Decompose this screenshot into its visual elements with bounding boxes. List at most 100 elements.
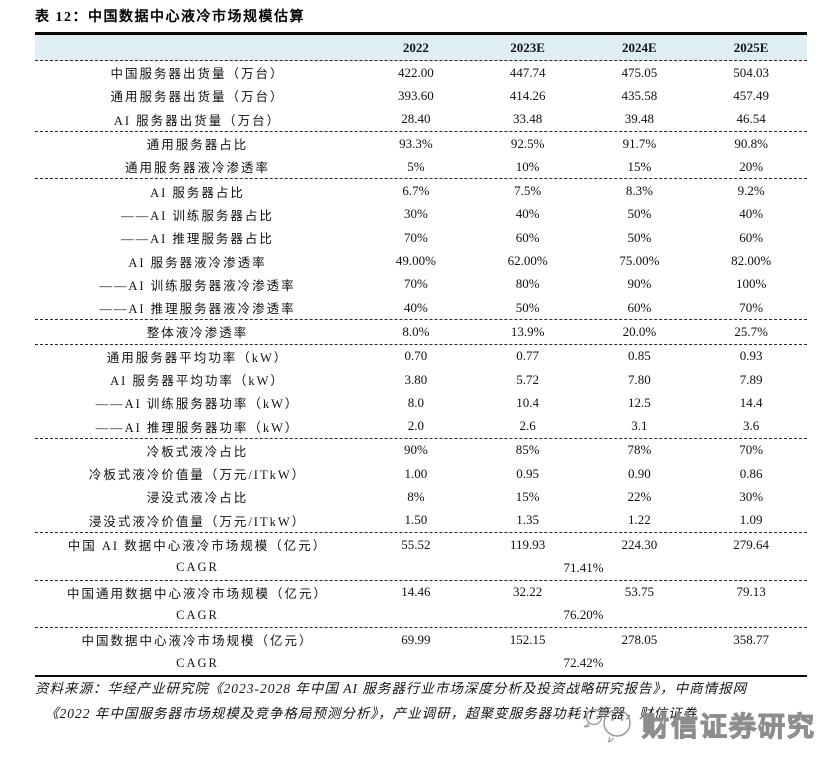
- cell-value: 0.85: [628, 348, 651, 364]
- row-label: 通用服务器出货量（万台）: [110, 90, 285, 105]
- cell-value: 60%: [627, 299, 652, 315]
- cell-value: 7.89: [739, 371, 763, 387]
- cell-value: 60%: [515, 229, 540, 245]
- cell-value: 1.09: [739, 512, 763, 528]
- cell-value: 50%: [627, 229, 652, 245]
- row-label: 中国 AI 数据中心液冷市场规模（亿元）: [67, 539, 328, 554]
- table-row: 中国服务器出货量（万台） 422.00 447.74 475.05 504.03: [35, 61, 807, 84]
- cell-value: 0.95: [516, 465, 539, 481]
- cell-value: 1.35: [516, 512, 539, 528]
- cell-value: 90.8%: [734, 135, 768, 151]
- cell-value: 1.50: [404, 512, 428, 528]
- cell-value: 0.70: [404, 348, 428, 364]
- watermark-text: 财信证券研究: [641, 711, 816, 742]
- cell-value: 15%: [515, 488, 540, 504]
- cell-value: 14.4: [739, 394, 763, 410]
- liquid-cooling-table: 2022 2023E 2024E 2025E 中国服务器出货量（万台） 422.0…: [35, 32, 807, 677]
- cell-value: 40%: [403, 299, 428, 315]
- table-section: 冷板式液冷占比 90% 85% 78% 70% 冷板式液冷价值量（万元/ITkW） 1.00…: [35, 439, 807, 533]
- cell-value: 85%: [515, 442, 540, 458]
- table-section: AI 服务器占比 6.7% 7.5% 8.3% 9.2% ——AI 训练服务器占比 30% 4…: [35, 179, 807, 321]
- table-row: 通用服务器平均功率（kW） 0.70 0.77 0.85 0.93: [35, 345, 807, 368]
- cell-value: 79.13: [736, 584, 766, 600]
- row-label: ——AI 推理服务器液冷渗透率: [99, 302, 296, 317]
- cell-value: 33.48: [513, 111, 543, 127]
- table-row: ——AI 训练服务器液冷渗透率 70% 80% 90% 100%: [35, 273, 807, 296]
- row-label: 冷板式液冷价值量（万元/ITkW）: [88, 468, 307, 483]
- cell-value: 435.58: [621, 87, 658, 103]
- cell-value: 119.93: [509, 536, 546, 552]
- table-row: 通用服务器占比 93.3% 92.5% 91.7% 90.8%: [35, 132, 807, 155]
- cell-value: 10.4: [516, 394, 539, 410]
- row-label: ——AI 推理服务器功率（kW）: [95, 420, 300, 435]
- row-label: 中国通用数据中心液冷市场规模（亿元）: [66, 586, 328, 601]
- cell-value: 8.0: [407, 394, 424, 410]
- cell-value: 152.15: [509, 631, 546, 647]
- row-label: AI 服务器液冷渗透率: [128, 255, 267, 270]
- cell-value: 6.7%: [402, 183, 430, 199]
- cell-value: 9.2%: [737, 183, 765, 199]
- cell-value: 40%: [739, 206, 764, 222]
- table-row: 冷板式液冷价值量（万元/ITkW） 1.00 0.95 0.90 0.86: [35, 462, 807, 485]
- cell-value: 20.0%: [622, 323, 657, 339]
- table-row: AI 服务器出货量（万台） 28.40 33.48 39.48 46.54: [35, 108, 807, 131]
- cell-value: 2.0: [407, 418, 424, 434]
- cell-value: 422.00: [398, 64, 434, 80]
- cell-value: 78%: [627, 442, 652, 458]
- row-label: 浸没式液冷价值量（万元/ITkW）: [88, 514, 307, 529]
- table-row: ——AI 推理服务器液冷渗透率 40% 50% 60% 70%: [35, 296, 807, 319]
- cell-value: 1.00: [404, 465, 428, 481]
- cell-value: 224.30: [621, 536, 658, 552]
- cagr-value: 71.41%: [563, 559, 604, 575]
- page-title: 表 12：中国数据中心液冷市场规模估算: [35, 10, 305, 25]
- header-year-2022: 2022: [402, 39, 429, 55]
- cell-value: 10%: [515, 158, 540, 174]
- cell-value: 82.00%: [731, 253, 772, 269]
- cell-value: 22%: [627, 488, 652, 504]
- table-row: ——AI 训练服务器占比 30% 40% 50% 40%: [35, 203, 807, 226]
- cell-value: 15%: [627, 158, 652, 174]
- cell-value: 46.54: [736, 111, 766, 127]
- cell-value: 414.26: [509, 87, 546, 103]
- cell-value: 2.6: [519, 418, 536, 434]
- cell-value: 30%: [403, 206, 428, 222]
- cell-value: 70%: [739, 442, 764, 458]
- row-label: 通用服务器液冷渗透率: [124, 161, 270, 176]
- cell-value: 20%: [739, 158, 764, 174]
- row-label: ——AI 训练服务器功率（kW）: [95, 397, 300, 412]
- row-label: 整体液冷渗透率: [146, 326, 249, 341]
- cell-value: 457.49: [733, 87, 769, 103]
- wechat-icon: [583, 708, 631, 743]
- table-row: AI 服务器占比 6.7% 7.5% 8.3% 9.2%: [35, 179, 807, 202]
- cell-value: 7.80: [628, 371, 651, 387]
- table-row: AI 服务器液冷渗透率 49.00% 62.00% 75.00% 82.00%: [35, 249, 807, 272]
- cell-value: 0.86: [739, 465, 763, 481]
- cell-value: 30%: [739, 488, 764, 504]
- table-row: 浸没式液冷价值量（万元/ITkW） 1.50 1.35 1.22 1.09: [35, 509, 807, 532]
- cell-value: 279.64: [733, 536, 769, 552]
- table-row: CAGR 71.41%: [35, 556, 807, 579]
- table-row: CAGR 76.20%: [35, 604, 807, 627]
- cell-value: 75.00%: [619, 253, 660, 269]
- cell-value: 69.99: [401, 631, 431, 647]
- table-row: 浸没式液冷占比 8% 15% 22% 30%: [35, 485, 807, 508]
- table-row: ——AI 训练服务器功率（kW） 8.0 10.4 12.5 14.4: [35, 391, 807, 414]
- table-row: 通用服务器液冷渗透率 5% 10% 15% 20%: [35, 155, 807, 178]
- cell-value: 90%: [403, 442, 428, 458]
- cell-value: 50%: [627, 206, 652, 222]
- table-row: 通用服务器出货量（万台） 393.60 414.26 435.58 457.49: [35, 84, 807, 107]
- cell-value: 475.05: [621, 64, 658, 80]
- cell-value: 39.48: [624, 111, 654, 127]
- cell-value: 50%: [515, 299, 540, 315]
- cell-value: 3.1: [631, 418, 648, 434]
- row-label: AI 服务器出货量（万台）: [113, 113, 282, 128]
- cell-value: 3.80: [404, 371, 428, 387]
- cell-value: 8.3%: [625, 183, 653, 199]
- cell-value: 8.0%: [402, 323, 430, 339]
- cell-value: 28.40: [401, 111, 431, 127]
- cell-value: 25.7%: [734, 323, 768, 339]
- cagr-value: 72.42%: [563, 655, 604, 671]
- table-section: 中国数据中心液冷市场规模（亿元） 69.99 152.15 278.05 358.77 C…: [35, 628, 807, 675]
- cell-value: 40%: [515, 206, 540, 222]
- cell-value: 80%: [515, 276, 540, 292]
